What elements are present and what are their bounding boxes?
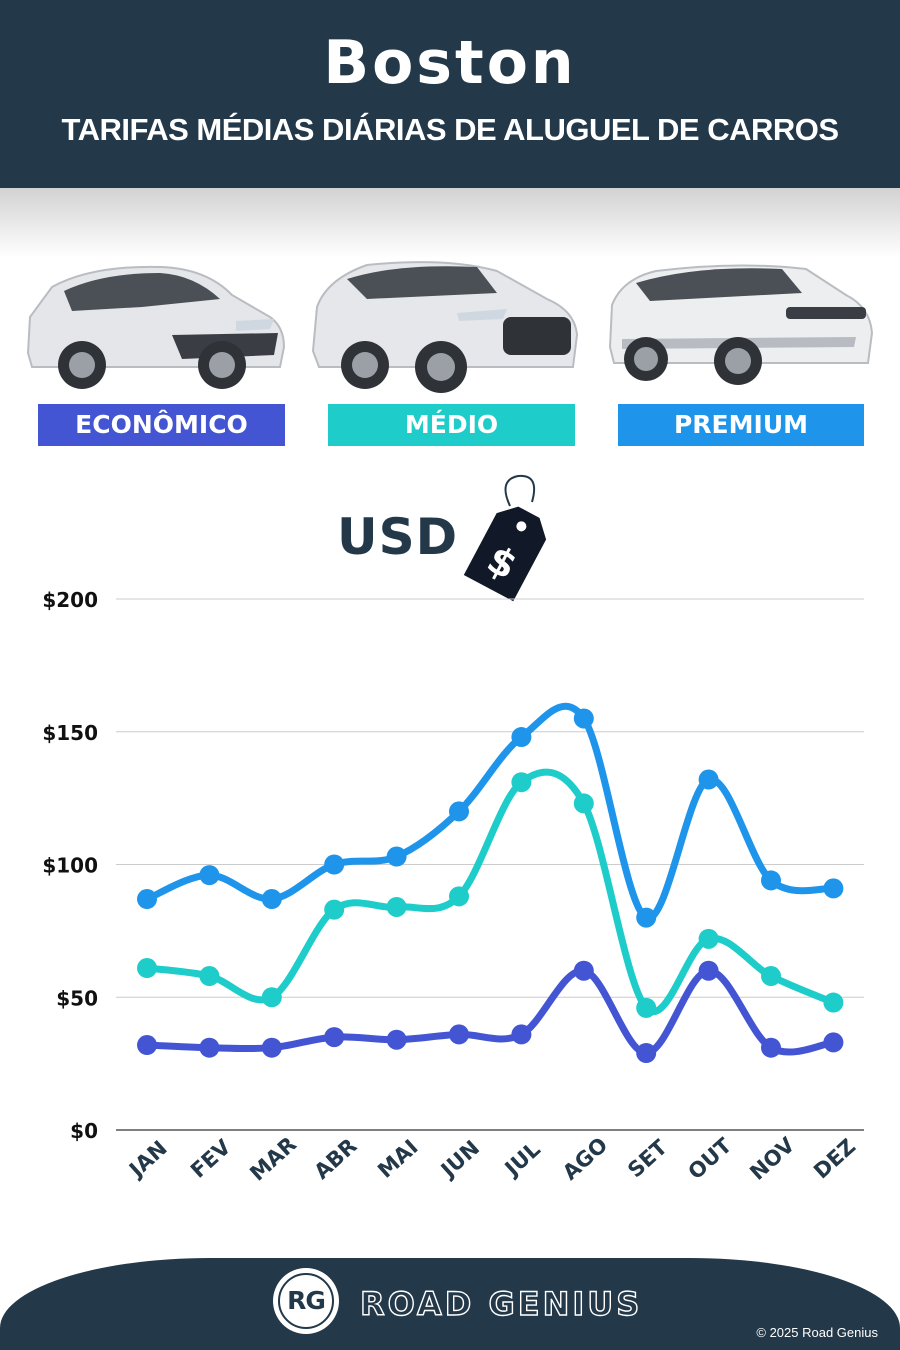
data-point-medio (386, 896, 407, 917)
brand-name: ROAD GENIUS (359, 1284, 643, 1323)
data-point-medio (761, 966, 781, 987)
y-tick-label: $200 (42, 588, 98, 612)
data-point-premium (573, 708, 594, 729)
infographic-subtitle: TARIFAS MÉDIAS DIÁRIAS DE ALUGUEL DE CAR… (61, 112, 839, 147)
data-point-medio (199, 966, 220, 987)
currency-label: USD (337, 508, 459, 566)
category-label-premium: PREMIUM (618, 404, 864, 446)
x-tick-label: NOV (745, 1132, 800, 1185)
header: Boston TARIFAS MÉDIAS DIÁRIAS DE ALUGUEL… (0, 0, 900, 188)
data-point-medio (324, 899, 345, 920)
x-tick-label: AGO (558, 1133, 612, 1185)
data-point-economico (511, 1024, 532, 1045)
price-tag-icon: $ (463, 474, 547, 602)
data-point-economico (636, 1043, 657, 1064)
data-point-premium (511, 727, 532, 748)
data-point-premium (761, 870, 781, 891)
economy-car-image (26, 265, 286, 389)
data-point-economico (324, 1027, 345, 1048)
data-point-medio (261, 987, 282, 1008)
data-point-economico (261, 1037, 282, 1058)
footer: RG ROAD GENIUS © 2025 Road Genius (0, 1258, 900, 1350)
data-point-medio (823, 992, 844, 1013)
data-point-premium (698, 769, 719, 790)
data-point-premium (386, 846, 407, 867)
midsize-car-image (311, 261, 579, 393)
data-point-medio (636, 997, 657, 1018)
data-point-economico (573, 960, 594, 981)
data-point-premium (137, 889, 157, 910)
data-point-economico (137, 1035, 157, 1056)
series-line-economico (143, 967, 837, 1057)
data-point-medio (511, 772, 532, 793)
x-tick-label: JUL (499, 1137, 545, 1182)
data-point-economico (698, 960, 719, 981)
city-title: Boston (323, 28, 577, 98)
data-point-medio (573, 793, 594, 814)
data-point-economico (823, 1032, 844, 1053)
data-point-economico (449, 1024, 469, 1045)
data-point-premium (636, 907, 657, 928)
header-shadow (0, 188, 900, 258)
data-point-premium (199, 865, 220, 886)
data-point-medio (449, 886, 469, 907)
copyright-text: © 2025 Road Genius (756, 1325, 878, 1340)
x-tick-label: OUT (684, 1133, 737, 1184)
category-label-medio: MÉDIO (328, 404, 575, 446)
road-genius-logo-icon: RG (273, 1268, 339, 1334)
premium-car-image (608, 264, 874, 385)
series-line-premium (143, 702, 837, 922)
x-tick-label: DEZ (809, 1134, 860, 1183)
logo-mark: RG (278, 1273, 334, 1329)
data-point-premium (823, 878, 844, 899)
y-tick-label: $150 (42, 721, 98, 745)
data-point-medio (698, 928, 719, 949)
data-point-economico (199, 1037, 220, 1058)
y-tick-label: $0 (70, 1119, 98, 1143)
y-tick-label: $50 (56, 986, 98, 1010)
category-label-economico: ECONÔMICO (38, 404, 285, 446)
x-tick-label: JUN (435, 1136, 484, 1184)
x-tick-label: ABR (309, 1134, 361, 1184)
data-point-premium (324, 854, 345, 875)
data-point-economico (386, 1029, 407, 1050)
x-tick-label: MAI (373, 1135, 422, 1183)
x-tick-label: MAR (245, 1132, 301, 1186)
data-point-medio (137, 958, 157, 979)
x-tick-label: FEV (186, 1134, 236, 1182)
x-tick-label: JAN (123, 1136, 172, 1183)
data-point-economico (761, 1037, 781, 1058)
x-tick-label: SET (623, 1135, 672, 1183)
data-point-premium (261, 889, 282, 910)
y-tick-label: $100 (42, 854, 98, 878)
line-chart: $0 $50 $100 $150 $200 JAN FEV MAR ABR MAI JUN JUL A… (42, 588, 864, 1186)
data-point-premium (449, 801, 469, 822)
